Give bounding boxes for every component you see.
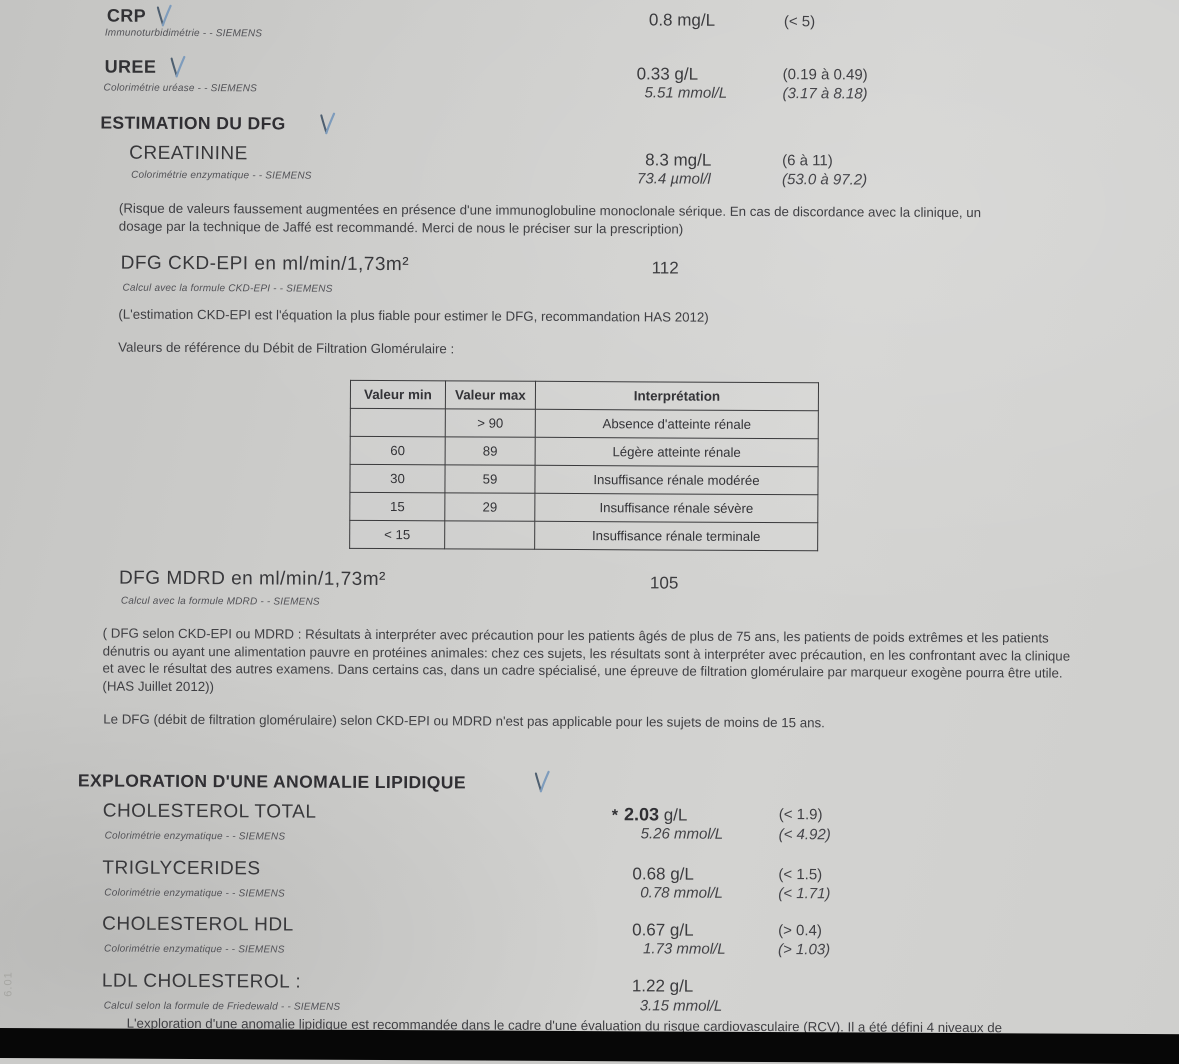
creatinine-note: (Risque de valeurs faussement augmentées… <box>118 200 982 237</box>
table-cell: 59 <box>444 464 536 494</box>
test-name-crp: CRP <box>106 5 147 26</box>
check-mark-icon <box>315 111 337 139</box>
table-header-valeur-min: Valeur min <box>350 380 446 409</box>
test-name-uree: UREE <box>104 56 157 77</box>
table-cell: Absence d'atteinte rénale <box>535 409 819 439</box>
test-name-chol-total: CHOLESTEROL TOTAL <box>102 800 317 823</box>
test-method-crp: Immunoturbidimétrie - - SIEMENS <box>104 27 263 40</box>
table-row: > 90 Absence d'atteinte rénale <box>350 408 819 439</box>
test-value2-ldl: 3.15 mmol/L <box>639 997 723 1015</box>
check-mark-icon <box>152 3 174 31</box>
test-range-triglycerides: (< 1.5) <box>778 866 823 884</box>
test-value-crp: 0.8 mg/L <box>648 10 716 30</box>
test-value2-uree: 5.51 mmol/L <box>644 84 728 102</box>
table-cell <box>350 408 446 437</box>
test-range2-triglycerides: (< 1.71) <box>778 885 831 903</box>
test-range-crp: (< 5) <box>783 13 816 31</box>
ref-table-intro: Valeurs de référence du Débit de Filtrat… <box>118 339 455 357</box>
table-cell: Insuffisance rénale terminale <box>534 521 818 551</box>
table-cell: 29 <box>444 492 535 522</box>
table-cell: Insuffisance rénale sévère <box>534 493 818 523</box>
table-cell: Légère atteinte rénale <box>535 437 819 467</box>
test-value-mdrd: 105 <box>649 573 679 593</box>
dfg-caution-note: ( DFG selon CKD-EPI ou MDRD : Résultats … <box>102 625 1071 694</box>
table-header-row: Valeur min Valeur max Interprétation <box>350 380 819 411</box>
test-value-hdl: 0.67 g/L <box>632 920 694 940</box>
table-cell: > 90 <box>445 408 536 438</box>
test-method-chol-total: Colorimétrie enzymatique - - SIEMENS <box>104 830 286 843</box>
test-name-mdrd: DFG MDRD en ml/min/1,73m² <box>118 567 386 591</box>
table-cell: 60 <box>350 436 446 465</box>
test-value-ckd-epi: 112 <box>651 258 679 278</box>
test-method-creatinine: Colorimétrie enzymatique - - SIEMENS <box>131 169 312 182</box>
table-cell <box>444 520 535 550</box>
table-row: 60 89 Légère atteinte rénale <box>350 436 819 467</box>
test-range2-chol-total: (< 4.92) <box>778 826 831 844</box>
test-value-unit: g/L <box>663 805 688 825</box>
dfg-reference-table: Valeur min Valeur max Interprétation > 9… <box>349 379 820 552</box>
section-title-lipid: EXPLORATION D'UNE ANOMALIE LIPIDIQUE <box>77 770 466 793</box>
test-method-uree: Colorimétrie uréase - - SIEMENS <box>103 82 258 95</box>
test-range-chol-total: (< 1.9) <box>778 806 823 824</box>
bottom-black-bar <box>0 1027 1179 1064</box>
test-value-creatinine: 8.3 mg/L <box>645 150 712 170</box>
test-value2-triglycerides: 0.78 mmol/L <box>640 884 723 902</box>
test-name-creatinine: CREATININE <box>129 142 248 165</box>
check-mark-icon <box>166 54 188 82</box>
table-row: < 15 Insuffisance rénale terminale <box>349 520 818 551</box>
test-value-ldl: 1.22 g/L <box>631 976 694 996</box>
test-value-chol-total: * 2.03 g/L <box>612 804 688 825</box>
test-name-hdl: CHOLESTEROL HDL <box>102 913 294 936</box>
test-method-hdl: Colorimétrie enzymatique - - SIEMENS <box>104 943 285 956</box>
side-edge-label: 6.01 <box>2 971 15 997</box>
test-value-number: 2.03 <box>623 804 660 825</box>
test-value-triglycerides: 0.68 g/L <box>632 864 694 884</box>
dfg-age-note: Le DFG (débit de filtration glomérulaire… <box>103 711 825 731</box>
table-header-valeur-max: Valeur max <box>445 380 536 410</box>
table-header-interpretation: Interprétation <box>535 381 819 411</box>
test-range2-hdl: (> 1.03) <box>777 941 831 959</box>
ckd-epi-note: (L'estimation CKD-EPI est l'équation la … <box>118 306 709 325</box>
test-name-ckd-epi: DFG CKD-EPI en ml/min/1,73m² <box>120 252 410 276</box>
test-range-uree: (0.19 à 0.49) <box>782 66 868 84</box>
test-range-creatinine: (6 à 11) <box>782 152 833 170</box>
table-row: 30 59 Insuffisance rénale modérée <box>349 464 819 495</box>
test-range2-uree: (3.17 à 8.18) <box>782 85 868 103</box>
test-range-hdl: (> 0.4) <box>778 922 822 940</box>
table-cell: 15 <box>349 492 445 521</box>
test-value-uree: 0.33 g/L <box>636 64 699 84</box>
test-method-triglycerides: Colorimétrie enzymatique - - SIEMENS <box>104 887 285 900</box>
check-mark-icon <box>530 769 552 797</box>
table-cell: Insuffisance rénale modérée <box>534 465 819 495</box>
test-range2-creatinine: (53.0 à 97.2) <box>782 171 868 189</box>
section-title-dfg: ESTIMATION DU DFG <box>100 112 286 134</box>
table-cell: < 15 <box>349 520 445 549</box>
test-name-triglycerides: TRIGLYCERIDES <box>102 857 261 880</box>
test-name-ldl: LDL CHOLESTEROL : <box>101 970 302 993</box>
test-method-mdrd: Calcul avec la formule MDRD - - SIEMENS <box>120 595 320 608</box>
test-value2-hdl: 1.73 mmol/L <box>642 940 726 958</box>
test-method-ldl: Calcul selon la formule de Friedewald - … <box>103 1000 341 1013</box>
abnormal-flag: * <box>611 807 619 825</box>
table-cell: 89 <box>445 436 536 466</box>
table-row: 15 29 Insuffisance rénale sévère <box>349 492 818 523</box>
test-method-ckd-epi: Calcul avec la formule CKD-EPI - - SIEME… <box>122 282 333 295</box>
table-cell: 30 <box>349 464 446 493</box>
test-value2-creatinine: 73.4 µmol/l <box>637 170 711 188</box>
test-value2-chol-total: 5.26 mmol/L <box>640 825 724 843</box>
